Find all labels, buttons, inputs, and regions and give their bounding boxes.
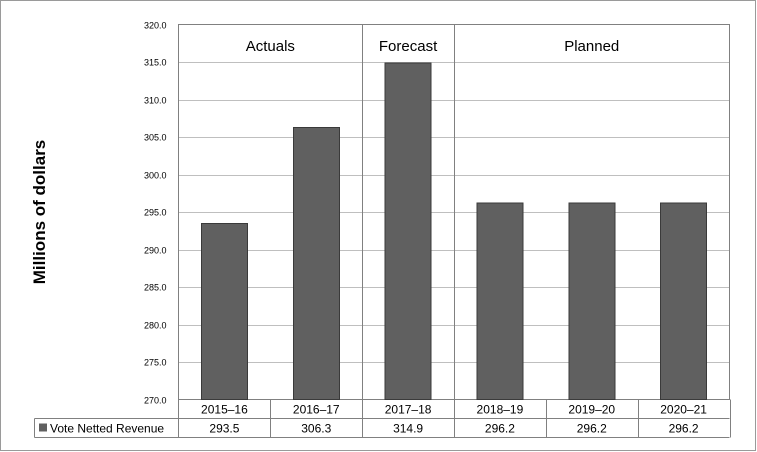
data-table: 2015–16 293.5 2016–17 306.3 2017–18 314.9 2018… xyxy=(34,399,731,438)
y-tick-label: 280.0 xyxy=(144,321,167,331)
data-label: 296.2 xyxy=(577,422,607,436)
x-tick-label: 2020–21 xyxy=(660,403,707,417)
section-dividers: Actuals Forecast Planned xyxy=(246,24,619,400)
x-tick-label: 2019–20 xyxy=(568,403,615,417)
y-tick-label: 290.0 xyxy=(144,246,167,256)
y-axis-label: Millions of dollars xyxy=(30,140,49,285)
bar xyxy=(384,62,432,400)
y-tick-label: 320.0 xyxy=(144,21,167,31)
data-label: 314.9 xyxy=(393,422,423,436)
x-tick-label: 2016–17 xyxy=(293,403,340,417)
y-axis-ticks: 270.0 275.0 280.0 285.0 290.0 295.0 300.0 305.0… xyxy=(144,21,167,406)
bar xyxy=(660,202,708,400)
section-label: Forecast xyxy=(379,38,438,55)
section-label: Planned xyxy=(564,38,619,55)
bar xyxy=(292,126,340,400)
y-tick-label: 285.0 xyxy=(144,283,167,293)
data-label: 296.2 xyxy=(485,422,515,436)
y-tick-label: 300.0 xyxy=(144,171,167,181)
bar xyxy=(200,222,248,400)
data-label: 293.5 xyxy=(209,422,239,436)
legend-swatch xyxy=(39,423,47,432)
y-tick-label: 295.0 xyxy=(144,208,167,218)
bar xyxy=(476,202,524,400)
bar xyxy=(568,202,616,400)
x-tick-label: 2017–18 xyxy=(385,403,432,417)
legend-label: Vote Netted Revenue xyxy=(50,422,164,436)
data-label: 296.2 xyxy=(669,422,699,436)
bars xyxy=(200,62,708,400)
x-tick-label: 2015–16 xyxy=(201,403,248,417)
y-tick-label: 275.0 xyxy=(144,358,167,368)
x-tick-label: 2018–19 xyxy=(477,403,524,417)
y-tick-label: 305.0 xyxy=(144,133,167,143)
y-tick-label: 315.0 xyxy=(144,58,167,68)
data-label: 306.3 xyxy=(301,422,331,436)
y-tick-label: 310.0 xyxy=(144,96,167,106)
section-label: Actuals xyxy=(246,38,295,55)
y-tick-label: 270.0 xyxy=(144,396,167,406)
